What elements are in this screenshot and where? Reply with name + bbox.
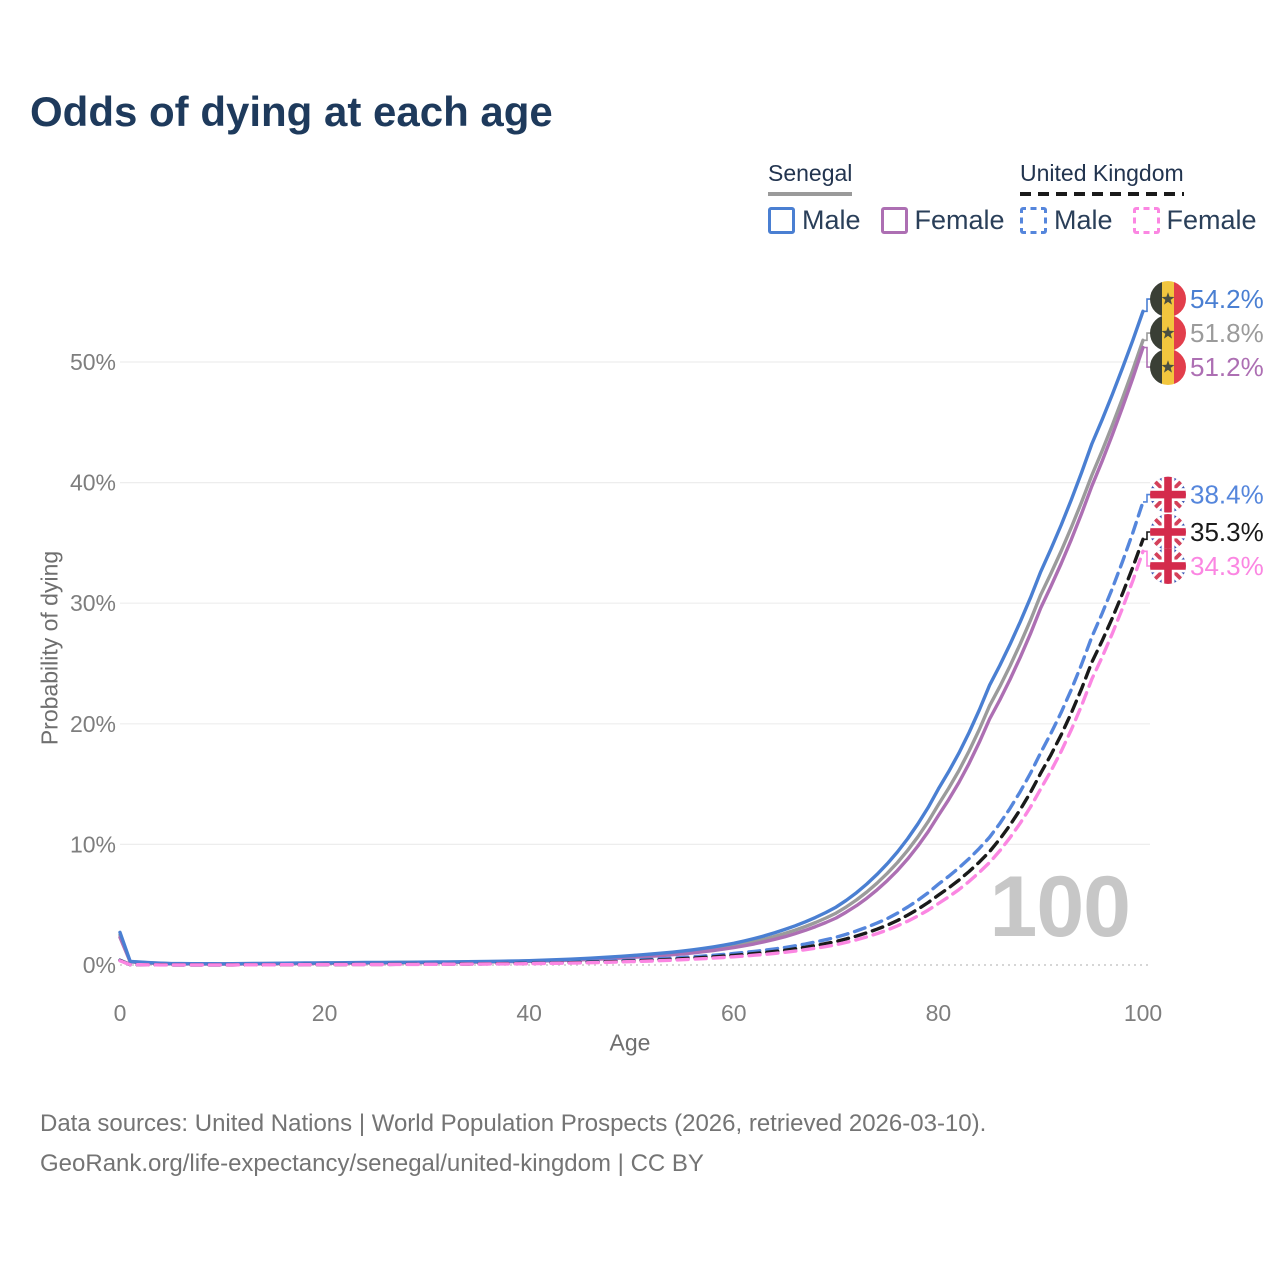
x-tick-label: 40: [516, 1000, 542, 1026]
series-line-united-kingdom-male: [118, 500, 1145, 967]
series-line-senegal-male: [118, 309, 1145, 966]
legend-item-senegal-male[interactable]: Male: [768, 205, 861, 236]
end-value-label-united-kingdom-female: 34.3%: [1190, 551, 1264, 581]
legend-item-label: Female: [914, 205, 1005, 235]
x-tick-label: 20: [312, 1000, 338, 1026]
x-axis-title: Age: [609, 1029, 651, 1056]
legend-item-senegal-female[interactable]: Female: [880, 205, 1005, 236]
y-axis-title: Probability of dying: [36, 550, 63, 746]
label-connector: [1143, 332, 1151, 342]
legend-country-label: United Kingdom: [1020, 160, 1184, 186]
legend-item-label: Male: [802, 205, 861, 235]
senegal-flag-icon: [1150, 281, 1186, 318]
y-tick-label: 20%: [70, 711, 116, 737]
label-connector: [1143, 493, 1151, 503]
y-tick-label: 50%: [70, 349, 116, 375]
y-tick-label: 0%: [83, 952, 116, 978]
x-tick-label: 0: [114, 1000, 127, 1026]
uk-flag-icon: [1150, 547, 1186, 584]
uk-male-swatch-icon: [1020, 207, 1047, 234]
legend-item-label: Male: [1054, 205, 1113, 235]
end-value-label-senegal: 51.8%: [1190, 318, 1264, 348]
senegal-female-swatch-icon: [880, 207, 908, 234]
senegal-solid-line-swatch: [768, 192, 853, 196]
label-connector: [1143, 346, 1151, 368]
senegal-male-swatch-icon: [768, 207, 795, 234]
legend-country-senegal: Senegal: [768, 160, 853, 196]
senegal-flag-icon: [1150, 349, 1186, 386]
y-tick-label: 10%: [70, 831, 116, 857]
label-connector: [1143, 550, 1151, 567]
end-value-label-united-kingdom-male: 38.4%: [1190, 480, 1264, 510]
uk-flag-icon: [1150, 476, 1186, 513]
legend-item-uk-female[interactable]: Female: [1132, 205, 1257, 236]
x-tick-label: 100: [1124, 1000, 1162, 1026]
uk-flag-icon: [1150, 513, 1186, 550]
senegal-flag-icon: [1150, 315, 1186, 352]
label-connector: [1143, 531, 1151, 541]
x-tick-label: 80: [926, 1000, 952, 1026]
uk-dashed-line-swatch: [1020, 192, 1184, 196]
hovered-age-watermark: 100: [989, 859, 1132, 955]
series-line-senegal: [118, 338, 1145, 966]
label-connector: [1143, 298, 1151, 313]
series-line-senegal-female: [118, 345, 1145, 966]
footer-data-sources: Data sources: United Nations | World Pop…: [40, 1110, 987, 1137]
uk-female-swatch-icon: [1132, 207, 1160, 234]
legend-item-uk-male[interactable]: Male: [1020, 205, 1113, 236]
legend-item-label: Female: [1166, 205, 1257, 235]
legend-group-united-kingdom: United Kingdom Male Female: [1020, 160, 1277, 236]
footer-license: GeoRank.org/life-expectancy/senegal/unit…: [40, 1150, 704, 1177]
y-tick-label: 30%: [70, 590, 116, 616]
y-tick-label: 40%: [70, 470, 116, 496]
end-value-label-senegal-female: 51.2%: [1190, 352, 1264, 382]
footer-attribution: Data sources: United Nations | World Pop…: [40, 1104, 986, 1184]
page-title: Odds of dying at each age: [30, 88, 553, 135]
series-line-united-kingdom-female: [118, 549, 1145, 967]
legend-country-united-kingdom: United Kingdom: [1020, 160, 1184, 196]
end-value-label-united-kingdom: 35.3%: [1190, 517, 1264, 547]
end-value-label-senegal-male: 54.2%: [1190, 284, 1264, 314]
x-tick-label: 60: [721, 1000, 747, 1026]
legend-country-label: Senegal: [768, 160, 853, 186]
legend-group-senegal: Senegal Male Female: [768, 160, 1025, 236]
